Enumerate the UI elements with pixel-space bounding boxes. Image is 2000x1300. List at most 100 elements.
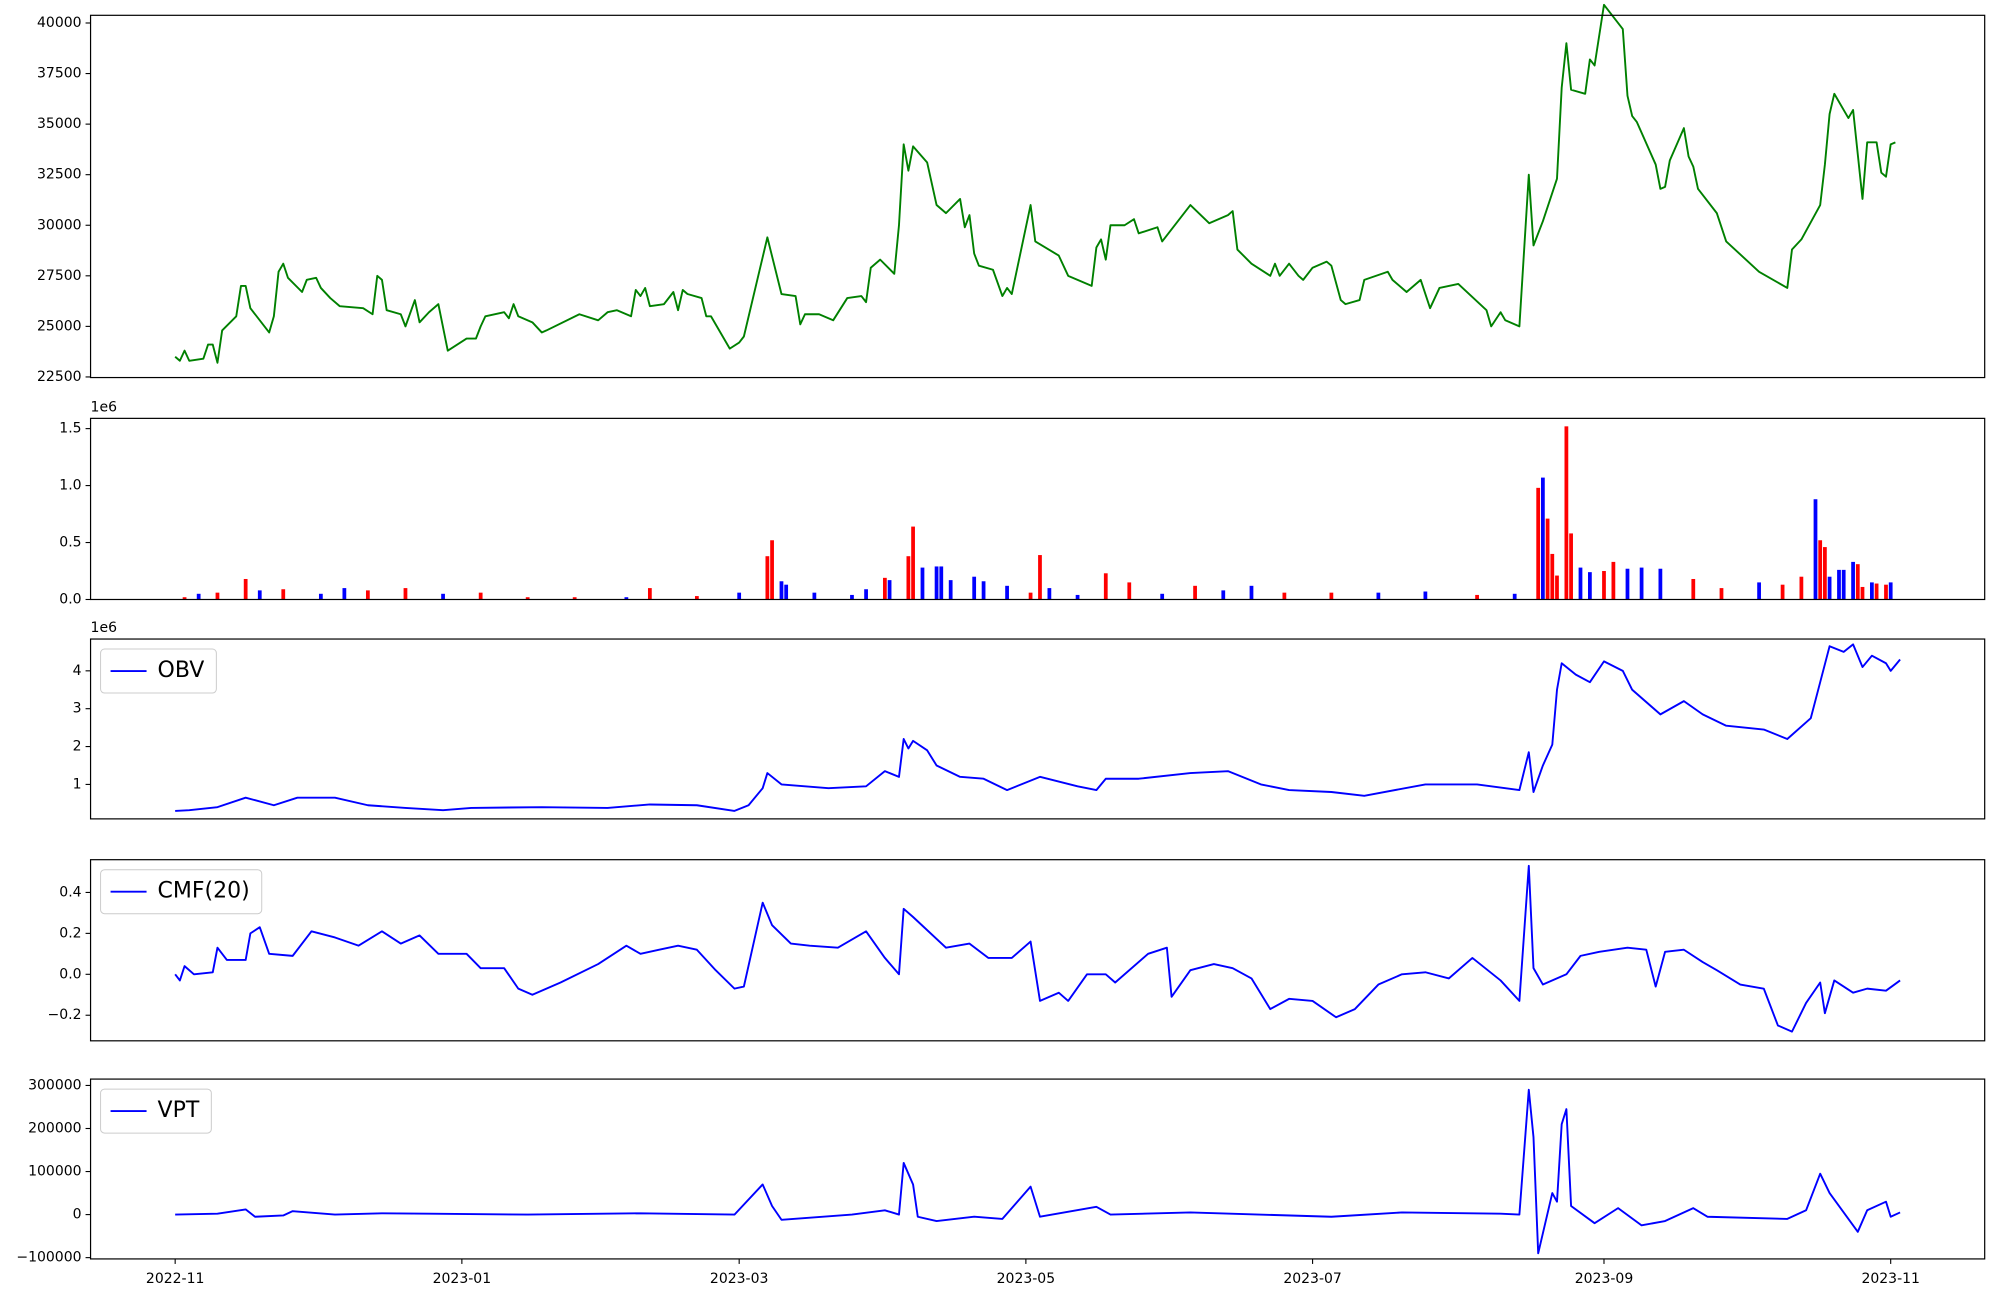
volume-bar [850, 594, 854, 600]
volume-bar [1837, 569, 1841, 600]
plot-frame [89, 14, 1986, 379]
y-tick-label: 32500 [37, 167, 82, 183]
data-line [174, 864, 1901, 1033]
plot-frame [89, 859, 1986, 1042]
volume-bar [1028, 592, 1033, 600]
volume-bar [812, 592, 817, 600]
y-tick-label: 0.0 [59, 966, 81, 982]
volume-bar [779, 581, 784, 600]
volume-bar [1884, 584, 1888, 600]
volume-bar [981, 581, 986, 600]
y-tick-label: 1 [73, 776, 82, 792]
volume-bar [1103, 573, 1108, 600]
data-line [175, 1088, 1901, 1255]
volume-bar [572, 597, 577, 600]
x-tick-label: 2023-09 [1575, 1271, 1634, 1287]
volume-bar [1376, 592, 1381, 600]
volume-bar [182, 597, 187, 600]
y-tick-label: 1.5 [59, 421, 81, 437]
data-line [175, 643, 1901, 812]
volume-bar [1569, 533, 1573, 600]
y-tick-label: 100000 [28, 1164, 81, 1180]
y-tick-label: 0 [73, 1207, 82, 1223]
volume-bar [1282, 592, 1287, 600]
volume-bar [478, 592, 483, 600]
volume-bar [1874, 583, 1879, 600]
x-tick-label: 2023-03 [710, 1271, 769, 1287]
volume-bar [441, 593, 445, 600]
volume-bar [342, 588, 347, 600]
volume-bar [887, 580, 892, 600]
axis-offset-label: 1e6 [91, 399, 118, 415]
volume-bar [1127, 582, 1132, 600]
volume-bar [770, 540, 774, 600]
volume-bar [737, 592, 742, 600]
volume-bar [1047, 588, 1052, 600]
volume-bar [1555, 575, 1559, 600]
volume-bar [1757, 582, 1761, 600]
y-tick-label: 0.0 [59, 591, 81, 607]
volume-bar [1512, 593, 1517, 600]
y-tick-label: 30000 [37, 217, 82, 233]
volume-bar [1780, 584, 1785, 600]
volume-bar [920, 567, 925, 600]
volume-bar [1870, 582, 1874, 600]
volume-bar [1602, 571, 1606, 600]
legend-box [100, 869, 263, 915]
volume-bar [864, 589, 868, 600]
volume-bar [243, 578, 248, 600]
volume-bar [215, 592, 220, 600]
y-tick-label: 37500 [37, 66, 82, 82]
volume-bar [196, 593, 201, 600]
volume-bar [257, 590, 262, 600]
volume-bar [1564, 426, 1569, 600]
y-tick-label: 22500 [37, 369, 82, 385]
y-tick-label: 0.5 [59, 535, 81, 551]
legend-box [100, 648, 217, 694]
legend-box [100, 1088, 212, 1134]
x-tick-label: 2023-07 [1283, 1271, 1342, 1287]
volume-bar [1160, 593, 1165, 600]
volume-bar [1550, 553, 1555, 600]
volume-bar [281, 589, 286, 600]
volume-bar [1541, 477, 1545, 600]
legend-label: CMF(20) [158, 879, 250, 904]
volume-bar [911, 526, 915, 600]
y-tick-label: 0.4 [59, 884, 81, 900]
volume-bar [948, 580, 953, 600]
volume-bar [784, 584, 789, 600]
volume-bar [934, 566, 939, 600]
y-tick-label: −0.2 [48, 1007, 82, 1023]
y-tick-label: 40000 [37, 15, 82, 31]
volume-bar [1691, 578, 1696, 600]
data-line [174, 3, 1896, 364]
legend: OBV [100, 648, 217, 694]
y-tick-label: −100000 [16, 1250, 81, 1266]
y-tick-label: 3 [73, 701, 82, 717]
volume-bar [939, 566, 944, 600]
volume-bar [1799, 576, 1804, 600]
y-tick-label: 27500 [37, 268, 82, 284]
volume-bar [1611, 561, 1616, 600]
y-tick-label: 4 [73, 663, 82, 679]
y-tick-label: 0.2 [59, 925, 81, 941]
x-tick-label: 2022-11 [146, 1271, 205, 1287]
volume-bar [1578, 567, 1583, 600]
legend: VPT [100, 1088, 212, 1134]
plot-frame [89, 417, 1986, 601]
volume-bar [1888, 582, 1893, 600]
volume-bar [1818, 540, 1823, 600]
volume-bar [1658, 568, 1663, 600]
volume-bar [1841, 569, 1846, 600]
volume-bar [906, 556, 911, 600]
volume-bar [525, 597, 530, 600]
volume-bar [1038, 555, 1042, 600]
x-tick-label: 2023-11 [1861, 1271, 1920, 1287]
volume-bar [1813, 499, 1818, 600]
volume-bar [624, 597, 629, 600]
volume-bar [1536, 487, 1541, 600]
volume-bar [365, 590, 370, 600]
volume-bar [1719, 588, 1724, 600]
